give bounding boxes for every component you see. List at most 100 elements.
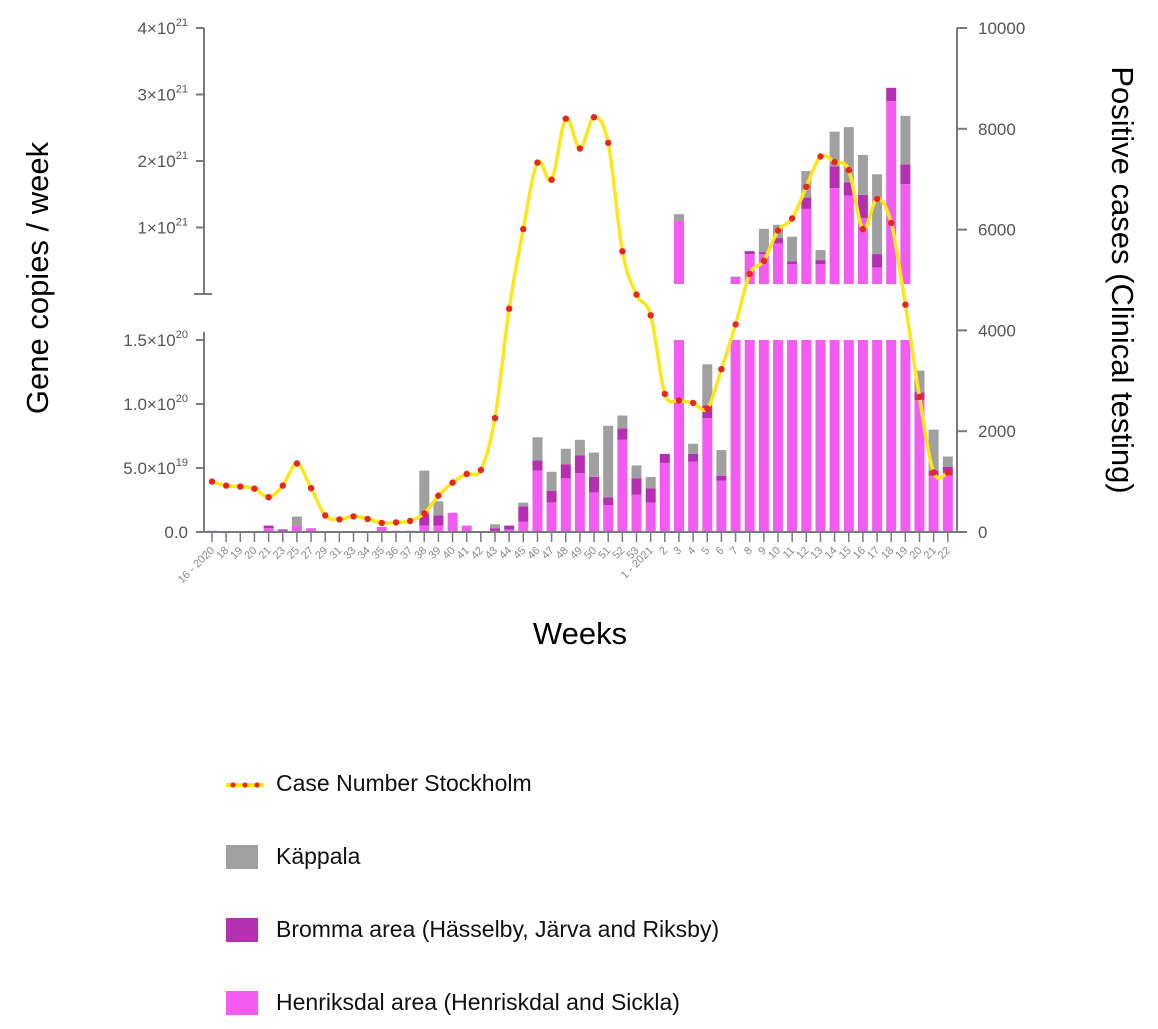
bar-bromma-16 [433, 515, 444, 526]
case-number-point-27 [590, 114, 598, 121]
bar-henriksdal-33-upper [674, 220, 684, 284]
bar-henriksdal-22 [518, 521, 529, 532]
bar-henriksdal-51 [928, 475, 939, 532]
bar-bromma-44 [829, 166, 840, 189]
case-number-point-19 [477, 466, 485, 474]
bar-bromma-32 [659, 453, 670, 463]
case-number-point-5 [279, 482, 286, 489]
bar-henriksdal-30 [631, 494, 642, 532]
right-axis-title: Positive cases (Clinical testing) [1105, 66, 1140, 493]
bar-bromma-5 [277, 529, 288, 531]
bar-kappala-45 [843, 127, 854, 183]
legend-label-bromma: Bromma area (Hässelby, Järva and Riksby) [276, 916, 720, 942]
henriksdal-swatch [226, 991, 258, 1015]
case-number-point-47 [873, 195, 881, 203]
bar-bromma-34 [688, 453, 699, 462]
bar-kappala-36 [716, 450, 727, 476]
legend-label-kappala: Käppala [276, 843, 361, 869]
bar-kappala-47 [872, 174, 883, 255]
bar-bromma-42 [801, 197, 812, 209]
bar-kappala-43 [815, 250, 826, 261]
left-upper-tick-label: 4×1021 [137, 17, 188, 38]
bar-bromma-27 [589, 477, 599, 493]
case-number-point-45 [845, 166, 852, 174]
bar-kappala-31 [645, 477, 656, 489]
bar-henriksdal-38-upper [744, 254, 755, 284]
case-number-point-37 [732, 321, 739, 328]
case-number-point-49 [902, 301, 909, 308]
bar-henriksdal-32 [659, 462, 670, 532]
bar-kappala-28 [603, 425, 614, 498]
case-number-point-1 [223, 482, 230, 489]
bar-henriksdal-17 [447, 512, 458, 532]
bar-bromma-41 [787, 261, 798, 265]
case-number-point-28 [605, 139, 612, 147]
bar-henriksdal-42 [801, 340, 812, 532]
kappala-swatch [226, 845, 258, 869]
bar-henriksdal-33 [674, 340, 684, 532]
case-number-point-9 [336, 516, 343, 523]
line-marker-icon [226, 782, 264, 788]
bar-henriksdal-43-upper [815, 264, 826, 284]
x-tick-label: 7 [728, 545, 741, 558]
bar-bromma-23 [532, 460, 543, 471]
bar-kappala-27 [589, 452, 599, 477]
bar-henriksdal-31 [645, 502, 656, 532]
case-number-point-40 [774, 227, 782, 234]
bar-henriksdal-38 [744, 340, 755, 532]
bar-bromma-15 [419, 514, 430, 526]
bar-henriksdal-47 [872, 340, 883, 532]
bar-henriksdal-45 [843, 340, 854, 532]
x-axis-title: Weeks [533, 616, 627, 651]
case-number-point-26 [576, 145, 584, 152]
case-number-point-46 [859, 225, 867, 233]
bar-bromma-25 [560, 464, 571, 479]
bar-kappala-38 [744, 250, 755, 252]
bar-kappala-25 [560, 448, 571, 465]
case-number-point-34 [689, 399, 697, 407]
bar-henriksdal-15 [419, 525, 430, 532]
bar-kappala-51 [928, 429, 939, 471]
case-number-point-30 [633, 291, 640, 298]
bar-kappala-50 [914, 370, 925, 393]
bar-henriksdal-39 [758, 340, 769, 532]
bar-henriksdal-48 [886, 340, 897, 532]
bar-bromma-45 [843, 182, 854, 196]
case-number-point-13 [392, 519, 400, 526]
case-number-point-43 [817, 153, 824, 160]
bar-kappala-46 [857, 155, 868, 195]
bar-henriksdal-42-upper [801, 208, 812, 284]
left-lower-tick-label: 0.0 [164, 523, 188, 542]
bar-henriksdal-21 [504, 529, 515, 532]
bar-bromma-28 [603, 497, 614, 506]
bar-kappala-20 [490, 524, 500, 529]
bar-bromma-21 [504, 525, 515, 530]
bar-kappala-44 [829, 131, 840, 167]
bar-henriksdal-44-upper [829, 188, 840, 285]
x-tick-label: 4 [685, 545, 698, 558]
case-number-point-24 [548, 176, 555, 183]
case-number-point-7 [307, 485, 315, 492]
left-lower-tick-label: 1.5×1020 [123, 329, 188, 350]
bar-bromma-24 [546, 491, 557, 503]
right-tick-label: 0 [978, 523, 987, 542]
chart: 0.0 5.0×1019 1.0×1020 1.5×1020 1×1021 2×1021 3… [20, 17, 1140, 651]
bar-henriksdal-12 [376, 526, 387, 532]
bar-kappala-15 [419, 470, 430, 515]
case-number-point-20 [491, 414, 499, 422]
bar-henriksdal-16 [433, 525, 444, 532]
bar-henriksdal-35 [702, 418, 713, 532]
bar-bromma-29 [617, 428, 628, 440]
right-tick-label: 6000 [978, 221, 1016, 240]
case-number-point-52 [944, 469, 951, 476]
bar-henriksdal-29 [617, 439, 628, 532]
bar-henriksdal-26 [574, 473, 585, 532]
bar-bromma-38 [744, 251, 755, 255]
x-tick-label: 5 [700, 545, 713, 558]
case-number-point-32 [661, 390, 668, 398]
bar-henriksdal-7 [306, 528, 317, 532]
legend-label-henriksdal: Henriksdal area (Henriskdal and Sickla) [276, 989, 680, 1015]
bar-henriksdal-27 [589, 492, 599, 532]
left-axis-title: Gene copies / week [20, 141, 55, 414]
bar-kappala-16 [433, 501, 444, 516]
